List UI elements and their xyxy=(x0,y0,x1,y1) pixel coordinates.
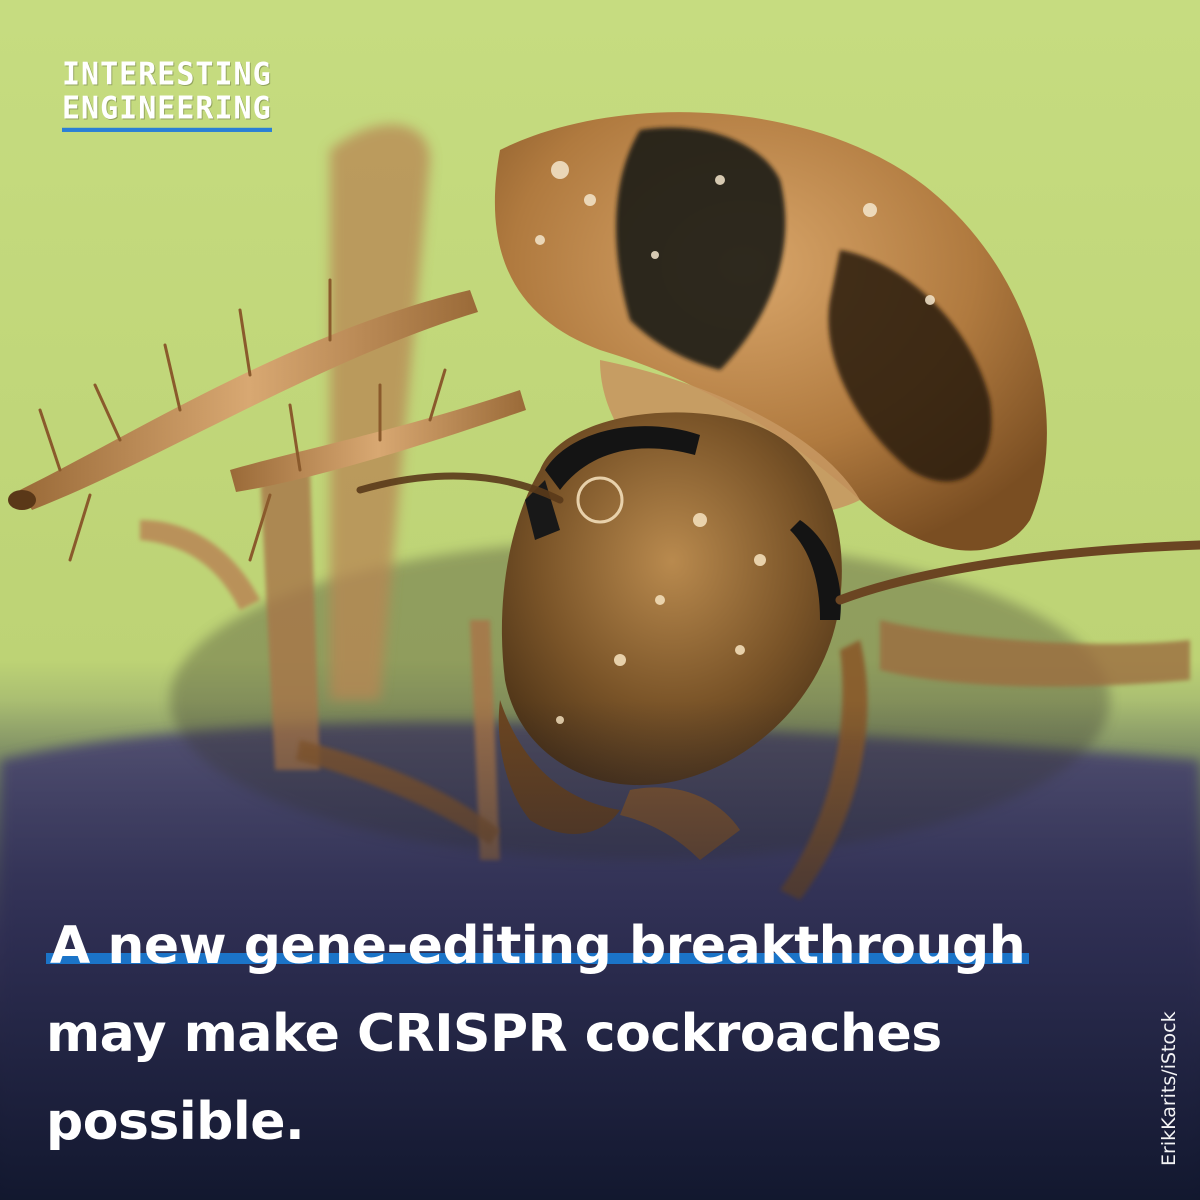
brand-logo: INTERESTING ENGINEERING xyxy=(62,56,302,132)
headline-line-1-text: A new gene-editing breakthrough xyxy=(46,916,1030,976)
brand-logo-line1: INTERESTING xyxy=(62,56,272,93)
headline-line-3: possible. xyxy=(46,1092,305,1152)
headline-line-1: A new gene-editing breakthrough xyxy=(46,902,1136,990)
brand-logo-line2: ENGINEERING xyxy=(62,90,272,132)
headline: A new gene-editing breakthrough may make… xyxy=(46,902,1136,1166)
photo-credit: ErikKarits/iStock xyxy=(1158,1011,1180,1166)
headline-line-2: may make CRISPR cockroaches xyxy=(46,1004,942,1064)
